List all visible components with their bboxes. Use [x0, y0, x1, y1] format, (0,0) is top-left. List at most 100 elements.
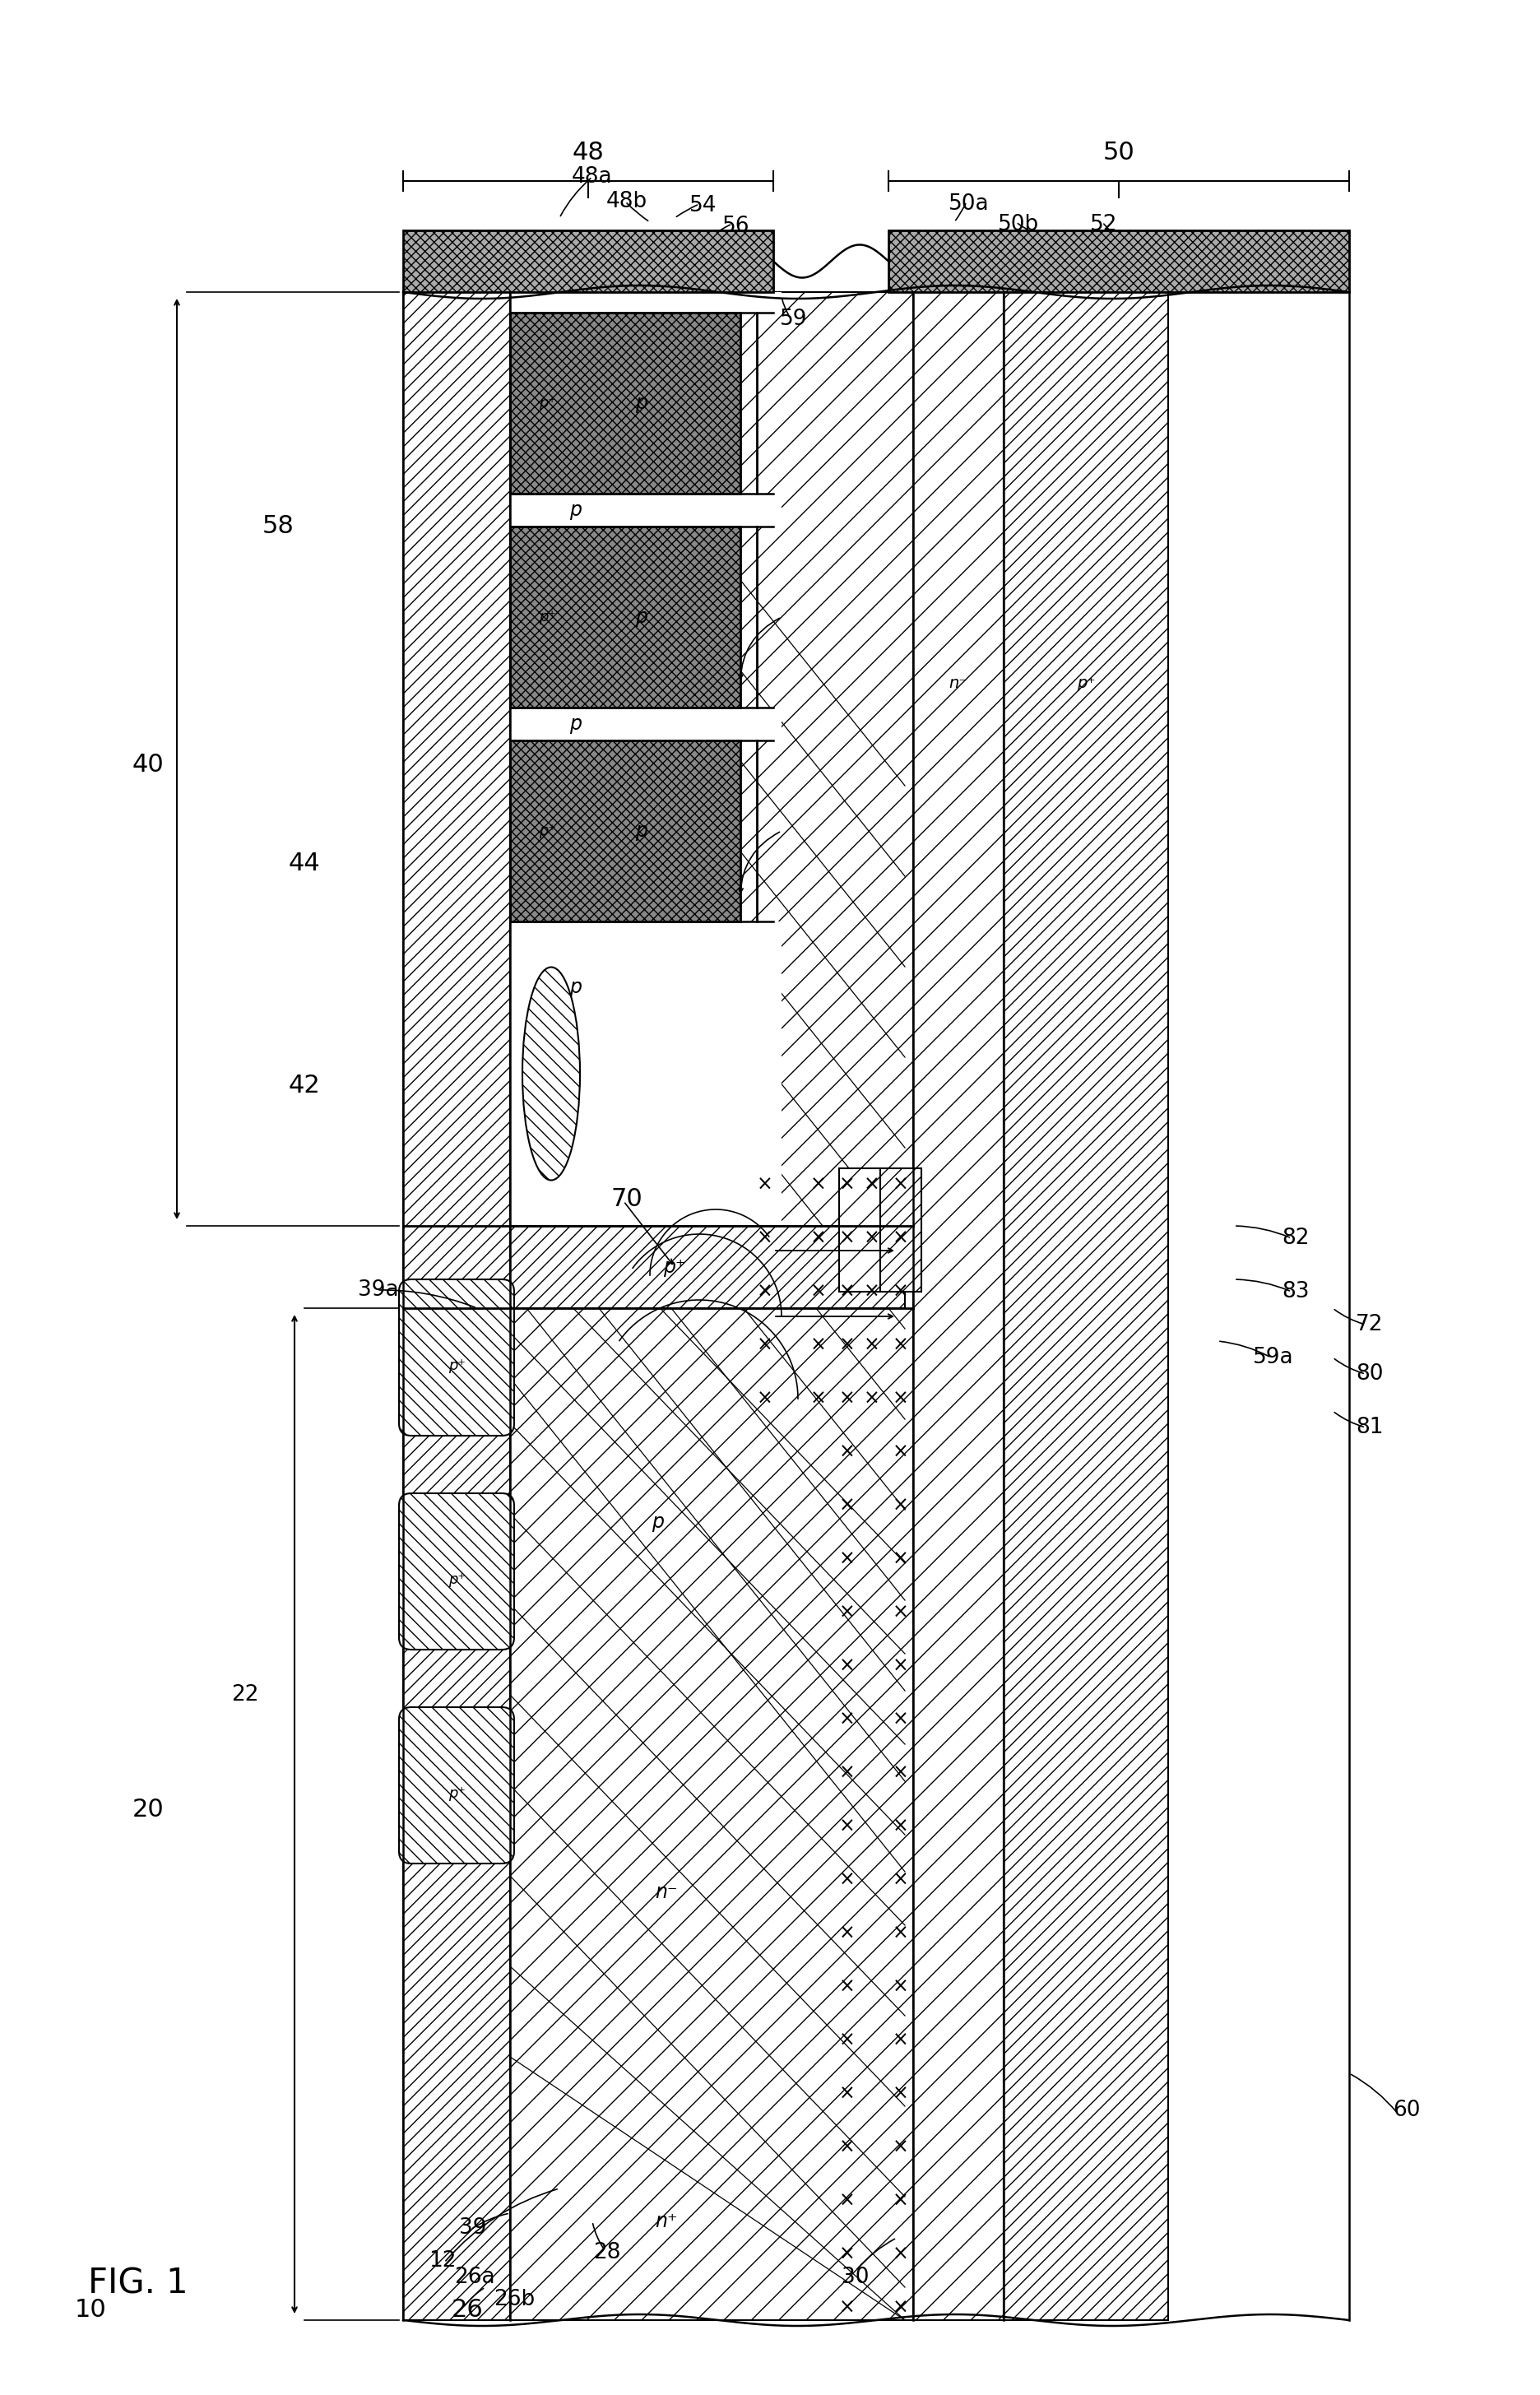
Text: 80: 80: [1355, 1363, 1383, 1384]
Text: ×: ×: [810, 1229, 827, 1248]
Text: ×: ×: [839, 1818, 855, 1837]
Text: ×: ×: [839, 2084, 855, 2103]
Text: ×: ×: [758, 1176, 773, 1195]
Bar: [889, 230, 1349, 292]
Text: ×: ×: [839, 1550, 855, 1569]
Text: ×: ×: [893, 1602, 909, 1621]
Bar: [510, 493, 781, 527]
Text: ×: ×: [839, 1602, 855, 1621]
Text: ×: ×: [839, 1923, 855, 1942]
Text: ×: ×: [839, 2297, 855, 2318]
Text: ×: ×: [839, 2244, 855, 2263]
Text: 59a: 59a: [1254, 1346, 1294, 1368]
Text: ×: ×: [893, 1176, 909, 1195]
Text: p: p: [636, 393, 648, 412]
Text: ×: ×: [893, 1976, 909, 1997]
Bar: [510, 922, 781, 1226]
Text: ×: ×: [839, 1176, 855, 1195]
Text: ×: ×: [864, 1389, 881, 1408]
Text: 26: 26: [451, 2299, 484, 2323]
Text: n⁻: n⁻: [654, 1882, 678, 1902]
Bar: [510, 292, 781, 314]
Text: ×: ×: [810, 1336, 827, 1356]
Text: p: p: [636, 821, 648, 841]
Bar: [510, 292, 593, 1226]
Text: ×: ×: [839, 1763, 855, 1782]
Text: ×: ×: [893, 1389, 909, 1408]
Text: ×: ×: [893, 1497, 909, 1516]
Bar: [881, 1169, 921, 1291]
Text: 59: 59: [781, 309, 807, 331]
Text: 10: 10: [74, 2299, 106, 2323]
Text: 70: 70: [611, 1188, 642, 1212]
FancyBboxPatch shape: [399, 1279, 514, 1435]
Text: 81: 81: [1355, 1418, 1383, 1437]
Text: 42: 42: [288, 1073, 320, 1097]
Text: ×: ×: [758, 1389, 773, 1408]
Text: ×: ×: [839, 2136, 855, 2158]
Text: 26b: 26b: [493, 2290, 534, 2311]
Text: ×: ×: [893, 2136, 909, 2158]
Text: ×: ×: [758, 1229, 773, 1248]
Text: ×: ×: [893, 2031, 909, 2050]
Text: ×: ×: [893, 1336, 909, 1356]
Text: ×: ×: [810, 1389, 827, 1408]
Text: 39a: 39a: [357, 1279, 399, 1300]
Text: ×: ×: [758, 1336, 773, 1356]
Text: ×: ×: [839, 1229, 855, 1248]
Text: 39: 39: [459, 2218, 487, 2239]
Text: ×: ×: [893, 1818, 909, 1837]
Bar: [510, 314, 741, 493]
Text: ×: ×: [839, 1497, 855, 1516]
Bar: [403, 292, 1349, 2321]
Bar: [510, 740, 741, 922]
Text: ×: ×: [839, 2031, 855, 2050]
Text: 20: 20: [132, 1799, 165, 1823]
FancyBboxPatch shape: [399, 1492, 514, 1650]
Text: ×: ×: [893, 1923, 909, 1942]
Text: ×: ×: [893, 1657, 909, 1676]
Text: 44: 44: [288, 853, 320, 877]
Text: 40: 40: [132, 752, 165, 776]
Text: ×: ×: [839, 1657, 855, 1676]
Text: p⁺: p⁺: [539, 611, 556, 625]
Text: 82: 82: [1281, 1229, 1309, 1248]
Ellipse shape: [522, 968, 581, 1181]
Bar: [403, 230, 773, 292]
Text: 52: 52: [1090, 213, 1118, 235]
Text: 50: 50: [1103, 141, 1135, 165]
Text: ×: ×: [839, 1336, 855, 1356]
Text: 83: 83: [1281, 1281, 1309, 1303]
Text: p: p: [651, 1511, 664, 1533]
Text: ×: ×: [893, 1763, 909, 1782]
Text: p⁺: p⁺: [1076, 675, 1095, 690]
Text: 26a: 26a: [454, 2266, 494, 2287]
Text: p⁺: p⁺: [448, 1571, 465, 1588]
Text: ×: ×: [810, 1176, 827, 1195]
Text: ×: ×: [839, 1710, 855, 1729]
Text: n⁺: n⁺: [654, 2211, 678, 2232]
Text: ×: ×: [839, 2191, 855, 2211]
Bar: [403, 292, 510, 2321]
Bar: [510, 707, 781, 740]
Text: ×: ×: [893, 1442, 909, 1461]
Text: 54: 54: [690, 194, 718, 216]
Text: p: p: [570, 501, 582, 520]
Text: ×: ×: [839, 1870, 855, 1890]
Text: ×: ×: [839, 1976, 855, 1997]
Text: ×: ×: [893, 1229, 909, 1248]
Text: ×: ×: [893, 2297, 909, 2318]
Bar: [510, 527, 741, 707]
Text: 28: 28: [593, 2242, 621, 2263]
Bar: [510, 1226, 906, 1308]
Text: ×: ×: [864, 1176, 881, 1195]
FancyBboxPatch shape: [399, 1708, 514, 1863]
Text: p: p: [570, 714, 582, 733]
Text: ×: ×: [810, 1281, 827, 1300]
Text: p: p: [570, 977, 582, 996]
Text: FIG. 1: FIG. 1: [88, 2266, 188, 2299]
Text: ×: ×: [758, 1281, 773, 1300]
Text: ×: ×: [893, 2191, 909, 2211]
Text: p: p: [636, 608, 648, 627]
Text: 48a: 48a: [571, 165, 613, 187]
